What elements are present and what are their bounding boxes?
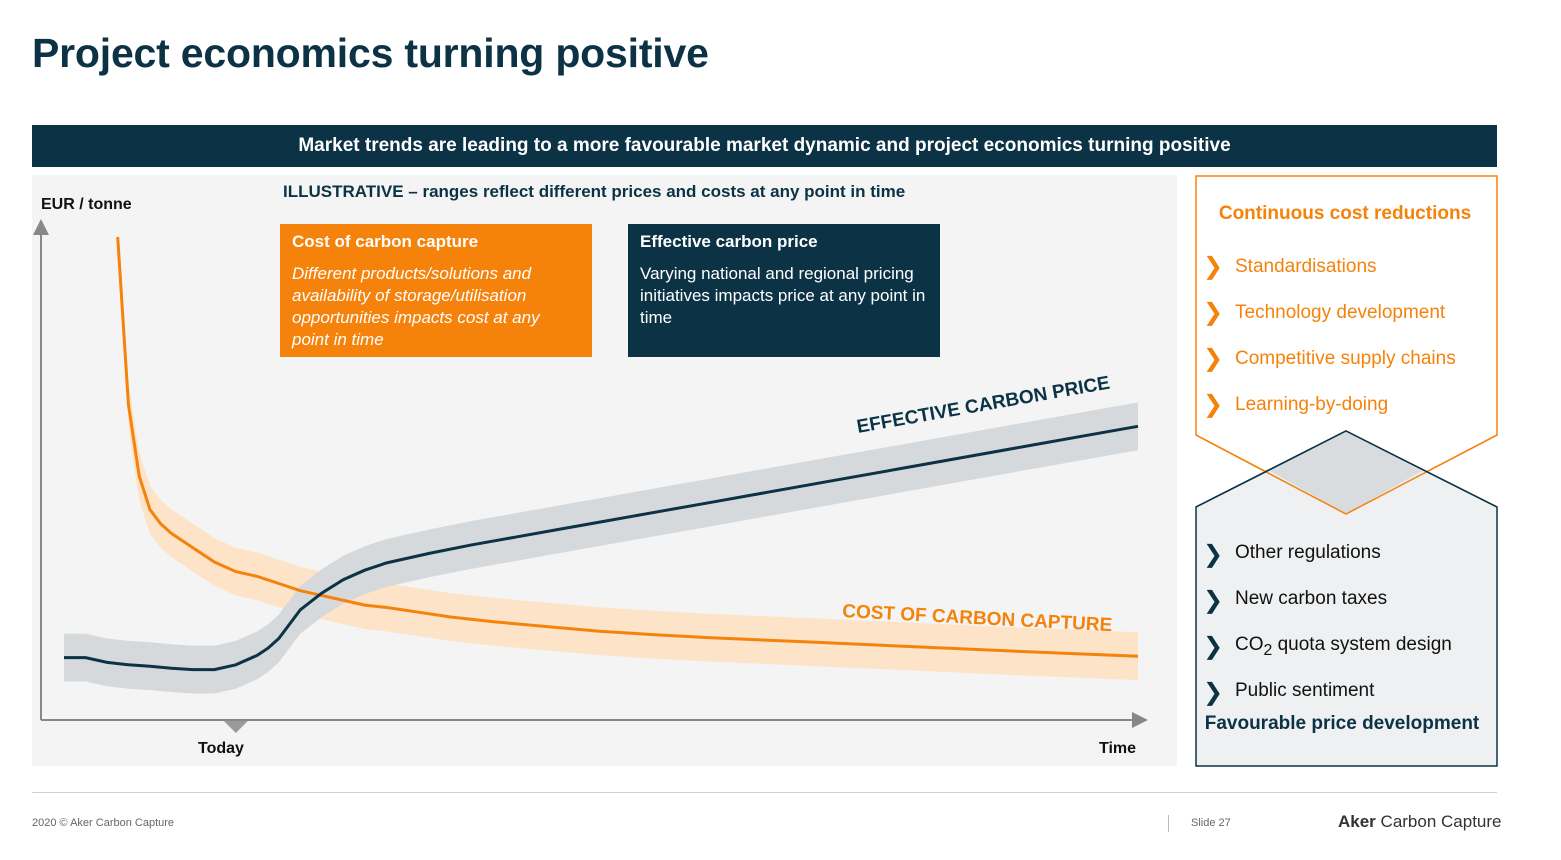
x-axis-time-label: Time <box>1099 740 1137 757</box>
cost-reductions-header: Continuous cost reductions <box>1218 203 1472 224</box>
list-item: ❯ Competitive supply chains <box>1203 336 1456 382</box>
side-panel-shapes <box>1195 175 1498 767</box>
top-box-edge <box>1195 434 1498 515</box>
list-item-label: Competitive supply chains <box>1235 348 1456 369</box>
list-item: ❯ CO2 quota system design <box>1203 624 1452 670</box>
cost-reductions-list: ❯ Standardisations ❯ Technology developm… <box>1203 244 1456 428</box>
page-title: Project economics turning positive <box>32 30 709 76</box>
list-item-label: Standardisations <box>1235 256 1377 277</box>
bottom-box-edge <box>1195 430 1498 508</box>
chart-canvas: EFFECTIVE CARBON PRICE COST OF CARBON CA… <box>33 219 1148 733</box>
list-item-label: Learning-by-doing <box>1235 394 1389 415</box>
list-item: ❯ Standardisations <box>1203 244 1456 290</box>
overlap-diamond <box>1270 431 1422 514</box>
list-item-label: CO2 quota system design <box>1235 634 1452 659</box>
footer-copyright: 2020 © Aker Carbon Capture <box>32 817 175 829</box>
cost-callout-title: Cost of carbon capture <box>292 232 479 251</box>
list-item: ❯ Learning-by-doing <box>1203 382 1456 428</box>
header-banner: Market trends are leading to a more favo… <box>32 125 1497 167</box>
list-item-label: New carbon taxes <box>1235 588 1388 610</box>
price-callout-text: Varying national and regional pricing in… <box>640 264 926 327</box>
slide-number: Slide 27 <box>1191 817 1231 829</box>
illustrative-note: ILLUSTRATIVE – ranges reflect different … <box>283 182 906 201</box>
chevron-right-icon: ❯ <box>1203 633 1224 660</box>
price-line <box>64 424 1139 672</box>
price-callout: Effective carbon price Varying national … <box>628 224 940 357</box>
chevron-right-icon: ❯ <box>1203 541 1224 568</box>
cost-callout: Cost of carbon capture Different product… <box>280 224 592 357</box>
price-drivers-list: ❯ Other regulations ❯ New carbon taxes ❯… <box>1203 532 1452 716</box>
chevron-right-icon: ❯ <box>1203 253 1224 280</box>
footer-separator <box>1168 815 1169 832</box>
list-item-label: Public sentiment <box>1235 680 1375 702</box>
company-logo: Aker Carbon Capture <box>1338 812 1502 831</box>
chevron-right-icon: ❯ <box>1203 391 1224 418</box>
chevron-right-icon: ❯ <box>1203 679 1224 706</box>
price-callout-title: Effective carbon price <box>640 232 818 251</box>
list-item-label: Technology development <box>1235 302 1446 323</box>
chevron-right-icon: ❯ <box>1203 345 1224 372</box>
chart-panel: EFFECTIVE CARBON PRICE COST OF CARBON CA… <box>32 175 1177 766</box>
chevron-right-icon: ❯ <box>1203 299 1224 326</box>
price-development-footer: Favourable price development <box>1204 713 1480 734</box>
chevron-right-icon: ❯ <box>1203 587 1224 614</box>
list-item: ❯ Other regulations <box>1203 532 1452 578</box>
today-marker <box>223 721 248 733</box>
cost-band <box>128 380 1138 681</box>
cost-line <box>116 236 1139 658</box>
x-axis-today-label: Today <box>198 740 244 757</box>
list-item: ❯ Technology development <box>1203 290 1456 336</box>
list-item: ❯ Public sentiment <box>1203 670 1452 716</box>
cost-callout-text: Different products/solutions and availab… <box>292 264 540 349</box>
list-item-label: Other regulations <box>1235 542 1381 564</box>
y-axis-label: EUR / tonne <box>41 196 132 213</box>
footer-divider <box>32 792 1497 793</box>
list-item: ❯ New carbon taxes <box>1203 578 1452 624</box>
